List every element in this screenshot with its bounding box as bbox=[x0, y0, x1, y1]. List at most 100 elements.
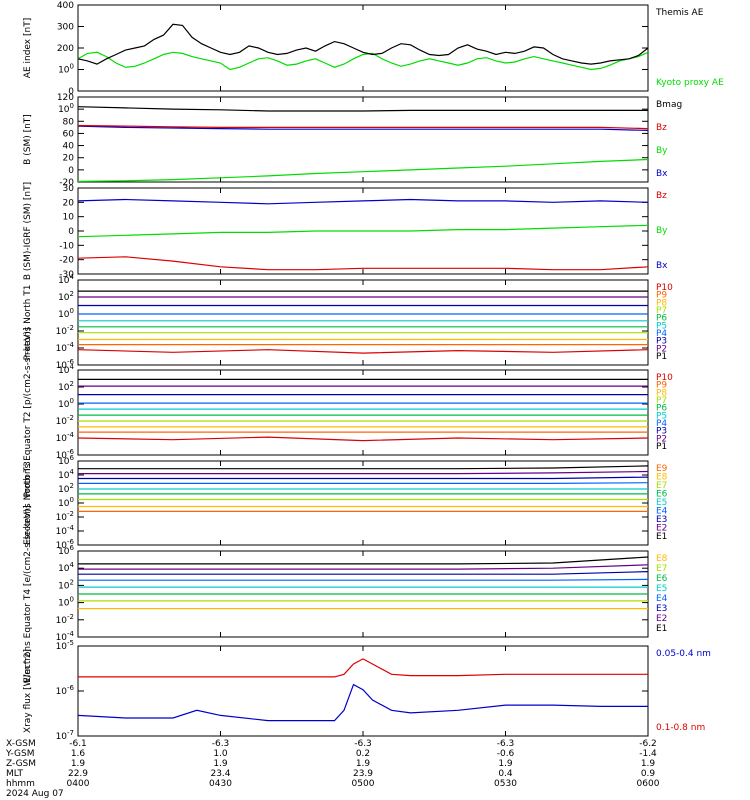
footer-value: 1.9 bbox=[71, 759, 86, 769]
y-axis-label: Electrons North T3 bbox=[23, 461, 33, 545]
legend-label: Themis AE bbox=[655, 8, 704, 18]
legend-label: P4 bbox=[656, 419, 667, 429]
tick-label: 102 bbox=[58, 578, 74, 591]
tick-label: 106 bbox=[58, 454, 74, 467]
tick-label: 102 bbox=[58, 482, 74, 495]
series-line bbox=[77, 224, 649, 238]
tick-label: 10-7 bbox=[56, 729, 74, 742]
tick-label: 104 bbox=[58, 273, 74, 286]
legend-label: P5 bbox=[656, 321, 667, 331]
footer-value: 23.9 bbox=[353, 769, 373, 779]
series-line bbox=[77, 683, 648, 722]
series-line bbox=[77, 158, 649, 182]
series-line bbox=[78, 482, 649, 484]
tick-label: 20 bbox=[63, 198, 75, 208]
legend-label: E8 bbox=[656, 554, 668, 564]
legend-label: E5 bbox=[656, 498, 667, 508]
legend-label: P10 bbox=[656, 373, 673, 383]
tick-label: 100 bbox=[58, 63, 74, 76]
footer-value: -0.6 bbox=[497, 749, 515, 759]
footer-value: -6.3 bbox=[212, 739, 230, 749]
legend-label: Bx bbox=[656, 261, 668, 271]
footer-value: 1.9 bbox=[498, 759, 513, 769]
tick-label: 10-2 bbox=[56, 510, 74, 523]
legend-label: P7 bbox=[656, 306, 667, 316]
footer-value: -1.4 bbox=[639, 749, 657, 759]
tick-label: 80 bbox=[63, 117, 75, 127]
legend-label: E6 bbox=[656, 490, 668, 500]
footer-row-label: Y-GSM bbox=[5, 749, 34, 759]
footer-value: 22.9 bbox=[68, 769, 88, 779]
legend-label: P5 bbox=[656, 411, 667, 421]
tick-label: 20 bbox=[63, 154, 75, 164]
tick-label: 100 bbox=[58, 307, 74, 320]
legend-label: P1 bbox=[656, 442, 667, 452]
series-line bbox=[77, 125, 649, 131]
legend-label: E2 bbox=[656, 614, 667, 624]
legend-label: Bz bbox=[656, 191, 667, 201]
date-label: 2024 Aug 07 bbox=[6, 789, 64, 799]
y-axis-label: AE index [nT] bbox=[23, 18, 33, 78]
legend-label: P9 bbox=[656, 291, 667, 301]
tick-label: 300 bbox=[57, 23, 74, 33]
tick-label: 106 bbox=[58, 544, 74, 557]
legend-label: P8 bbox=[656, 298, 667, 308]
series-line bbox=[78, 465, 649, 470]
tick-label: 0 bbox=[68, 166, 74, 176]
legend-label: E9 bbox=[656, 464, 668, 474]
tick-label: -20 bbox=[59, 178, 74, 188]
legend-label: P8 bbox=[656, 388, 667, 398]
series-line bbox=[77, 256, 649, 271]
series-line bbox=[77, 436, 649, 442]
tick-label: 100 bbox=[58, 397, 74, 410]
tick-label: 60 bbox=[63, 129, 75, 139]
footer-value: 1.9 bbox=[213, 759, 228, 769]
legend-label: E7 bbox=[656, 481, 667, 491]
footer-value: 0600 bbox=[637, 779, 660, 789]
series-line bbox=[78, 578, 649, 581]
tick-label: 10-6 bbox=[56, 358, 75, 371]
tick-label: 0 bbox=[68, 227, 74, 237]
legend-label: E1 bbox=[656, 532, 667, 542]
legend-label: P2 bbox=[656, 344, 667, 354]
footer-value: 0530 bbox=[494, 779, 517, 789]
footer-value: 0.2 bbox=[356, 749, 370, 759]
tick-label: 104 bbox=[58, 561, 74, 574]
y-axis-label: Xray flux [W/m^2] bbox=[23, 649, 33, 733]
footer-value: 1.9 bbox=[641, 759, 656, 769]
tick-label: 100 bbox=[58, 496, 74, 509]
tick-label: 400 bbox=[57, 1, 74, 11]
tick-label: 10-2 bbox=[56, 613, 74, 626]
legend-label: P7 bbox=[656, 396, 667, 406]
tick-label: 104 bbox=[58, 363, 74, 376]
tick-label: 0 bbox=[68, 87, 74, 97]
tick-label: 10-6 bbox=[56, 448, 75, 461]
legend-label: Bmag bbox=[656, 100, 682, 110]
tick-label: 10-6 bbox=[56, 684, 75, 697]
footer-row-label: X-GSM bbox=[6, 739, 36, 749]
tick-label: 102 bbox=[58, 290, 74, 303]
legend-label: E6 bbox=[656, 574, 668, 584]
legend-label: E1 bbox=[656, 624, 667, 634]
legend-label: P10 bbox=[656, 283, 673, 293]
tick-label: 102 bbox=[58, 380, 74, 393]
footer-value: 1.9 bbox=[356, 759, 371, 769]
tick-label: 10-2 bbox=[56, 324, 74, 337]
tick-label: 10-4 bbox=[56, 630, 75, 643]
tick-label: 30 bbox=[63, 184, 75, 194]
legend-label: E4 bbox=[656, 594, 668, 604]
tick-label: 10-2 bbox=[56, 414, 74, 427]
legend-label: Bx bbox=[656, 169, 668, 179]
tick-label: 120 bbox=[57, 93, 74, 103]
tick-label: -30 bbox=[59, 270, 74, 280]
series-line bbox=[78, 571, 649, 575]
tick-label: -10 bbox=[59, 241, 74, 251]
tick-label: 100 bbox=[58, 102, 74, 115]
legend-label: E3 bbox=[656, 604, 667, 614]
legend-label: E5 bbox=[656, 584, 667, 594]
footer-value: 0.4 bbox=[498, 769, 513, 779]
footer-row-label: MLT bbox=[6, 769, 24, 779]
series-line bbox=[77, 51, 649, 71]
legend-label: P3 bbox=[656, 427, 667, 437]
